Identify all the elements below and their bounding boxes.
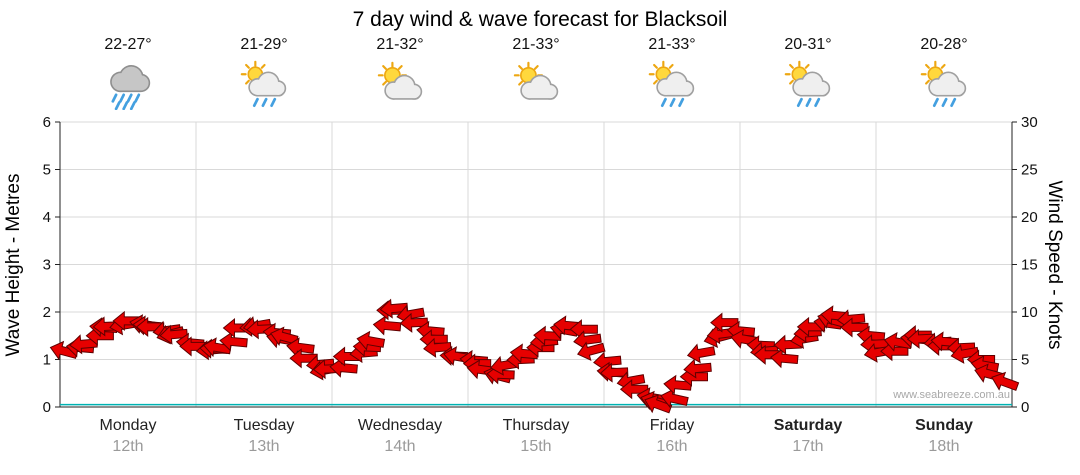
chart-title: 7 day wind & wave forecast for Blacksoil <box>352 8 728 31</box>
svg-text:6: 6 <box>43 114 51 131</box>
day-name: Thursday <box>502 417 570 434</box>
watermark-text: www.seabreeze.com.au <box>893 389 1010 401</box>
plot-border <box>59 121 1013 408</box>
weather-icon <box>102 58 154 110</box>
svg-text:4: 4 <box>43 209 51 226</box>
svg-text:25: 25 <box>1021 162 1038 179</box>
svg-text:10: 10 <box>1021 304 1038 321</box>
day-name: Monday <box>99 417 157 434</box>
day-axis-label: Tuesday 13th <box>196 416 332 456</box>
svg-text:5: 5 <box>43 162 51 179</box>
day-temp-range: 21-33° <box>512 36 560 53</box>
day-axis-label: Friday 16th <box>604 416 740 456</box>
day-forecast-column: 20-28° <box>876 36 1012 115</box>
svg-text:30: 30 <box>1021 114 1038 131</box>
day-forecast-column: 21-32° <box>332 36 468 115</box>
day-date: 17th <box>792 438 824 455</box>
day-temp-range: 20-28° <box>920 36 968 53</box>
day-date: 14th <box>384 438 416 455</box>
day-date: 18th <box>928 438 960 455</box>
day-axis-label: Sunday 18th <box>876 416 1012 456</box>
day-temp-range: 21-32° <box>376 36 424 53</box>
weather-icon <box>510 58 562 110</box>
day-forecast-column: 21-33° <box>604 36 740 115</box>
wind-arrows <box>49 298 1020 414</box>
day-date: 13th <box>248 438 280 455</box>
weather-icon <box>918 58 970 110</box>
right-axis-title: Wind Speed - Knots <box>1044 180 1065 350</box>
day-name: Tuesday <box>233 417 295 434</box>
y-gridlines: 0 1 2 3 4 5 6 0 5 10 15 20 25 30 <box>43 114 1038 416</box>
left-axis-title: Wave Height - Metres <box>3 173 24 357</box>
day-axis-label: Monday 12th <box>60 416 196 456</box>
day-temp-range: 22-27° <box>104 36 152 53</box>
svg-text:0: 0 <box>43 399 51 416</box>
day-name: Saturday <box>773 417 843 434</box>
day-forecast-column: 21-33° <box>468 36 604 115</box>
svg-text:3: 3 <box>43 257 51 274</box>
day-forecast-column: 20-31° <box>740 36 876 115</box>
weather-icon <box>374 58 426 110</box>
day-temp-range: 21-29° <box>240 36 288 53</box>
svg-text:15: 15 <box>1021 257 1038 274</box>
day-axis-label: Wednesday 14th <box>332 416 468 456</box>
day-temp-range: 20-31° <box>784 36 832 53</box>
weather-icon <box>782 58 834 110</box>
day-forecast-column: 22-27° <box>60 36 196 115</box>
day-date: 15th <box>520 438 552 455</box>
day-forecast-column: 21-29° <box>196 36 332 115</box>
day-date: 12th <box>112 438 144 455</box>
svg-text:20: 20 <box>1021 209 1038 226</box>
day-name: Friday <box>649 417 695 434</box>
weather-icon <box>238 58 290 110</box>
day-axis-label: Saturday 17th <box>740 416 876 456</box>
svg-text:1: 1 <box>43 352 51 369</box>
day-name: Wednesday <box>357 417 443 434</box>
day-name: Sunday <box>915 417 973 434</box>
svg-text:2: 2 <box>43 304 51 321</box>
svg-text:5: 5 <box>1021 352 1029 369</box>
day-date: 16th <box>656 438 688 455</box>
day-axis-label: Thursday 15th <box>468 416 604 456</box>
weather-icon <box>646 58 698 110</box>
svg-text:0: 0 <box>1021 399 1029 416</box>
day-temp-range: 21-33° <box>648 36 696 53</box>
